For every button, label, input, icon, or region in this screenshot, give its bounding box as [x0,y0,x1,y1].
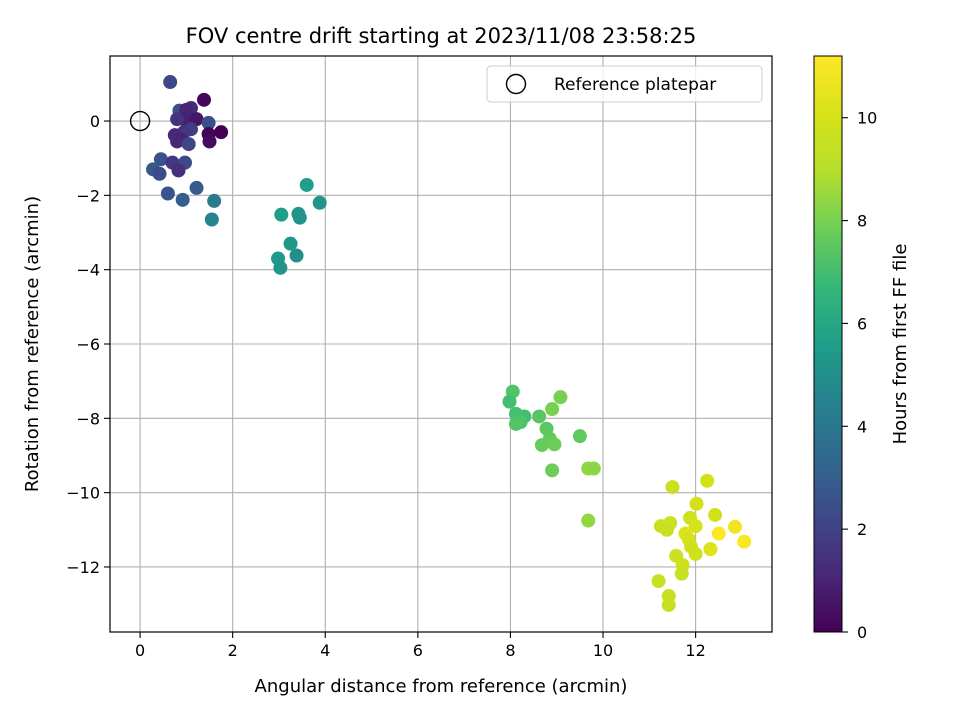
data-point [586,461,601,476]
data-point [545,402,560,417]
colorbar-ticks: 0 2 4 6 8 10 [842,109,877,642]
data-point [737,534,752,549]
x-axis-label: Angular distance from reference (arcmin) [255,676,628,697]
legend-box [486,65,763,103]
data-point [204,212,219,227]
data-point [181,137,196,152]
data-point [688,519,703,534]
data-point [289,248,304,263]
data-point [170,112,185,127]
data-point [689,496,704,511]
data-point [547,437,562,452]
data-point [171,163,186,178]
data-point [152,166,167,181]
legend: Reference platepar [486,65,763,103]
data-point [160,186,175,201]
y-tick-label: −12 [66,558,100,577]
colorbar-tick-label: 0 [857,623,867,642]
data-point [665,480,680,495]
data-point [273,260,288,275]
y-axis-label: Rotation from reference (arcmin) [22,196,43,492]
colorbar-label: Hours from first FF file [890,244,911,445]
y-tick-label: −2 [76,186,100,205]
data-point [688,546,703,561]
x-tick-label: 10 [593,641,613,660]
data-point [661,597,676,612]
colorbar-tick-label: 6 [857,314,867,333]
data-point [659,522,674,537]
data-point [532,409,547,424]
colorbar-tick-label: 8 [857,212,867,231]
x-axis-ticks: 0 2 4 6 8 10 12 [135,632,706,660]
data-point [674,566,689,581]
y-axis-ticks: 0 −2 −4 −6 −8 −10 −12 [66,112,110,577]
grid-lines [110,56,772,632]
data-point [711,526,726,541]
data-point [727,519,742,534]
data-point [703,542,718,557]
colorbar [813,55,843,633]
colorbar-tick-label: 4 [857,417,867,436]
data-point [274,207,289,222]
x-tick-label: 4 [320,641,330,660]
reference-marker-group [129,110,151,132]
data-point [572,429,587,444]
legend-label: Reference platepar [554,75,716,95]
data-point [283,236,298,251]
data-point [153,152,168,167]
y-tick-label: −6 [76,335,100,354]
data-point [201,115,216,130]
data-point [196,92,211,107]
data-point [502,394,517,409]
chart-title: FOV centre drift starting at 2023/11/08 … [186,24,697,48]
colorbar-tick-label: 10 [857,109,877,128]
data-point [708,507,723,522]
data-point [202,134,217,149]
data-points [146,75,752,612]
data-point [170,134,185,149]
y-tick-label: −10 [66,484,100,503]
y-tick-label: −4 [76,261,100,280]
data-point [534,438,549,453]
data-point [292,210,307,225]
y-tick-label: 0 [90,112,100,131]
reference-platepar-marker [129,110,151,132]
x-tick-label: 8 [505,641,515,660]
colorbar-tick-label: 2 [857,520,867,539]
data-point [312,195,327,210]
x-tick-label: 12 [685,641,705,660]
data-point [553,390,568,405]
y-tick-label: −8 [76,409,100,428]
data-point [175,192,190,207]
data-point [545,463,560,478]
data-point [651,574,666,589]
data-point [508,416,523,431]
legend-open-circle-icon [505,73,527,95]
data-point [581,513,596,528]
data-point [299,177,314,192]
x-tick-label: 6 [413,641,423,660]
x-tick-label: 2 [228,641,238,660]
data-point [189,180,204,195]
data-point [700,473,715,488]
x-tick-label: 0 [135,641,145,660]
data-point [207,193,222,208]
data-point [163,75,178,90]
data-point [214,125,229,140]
